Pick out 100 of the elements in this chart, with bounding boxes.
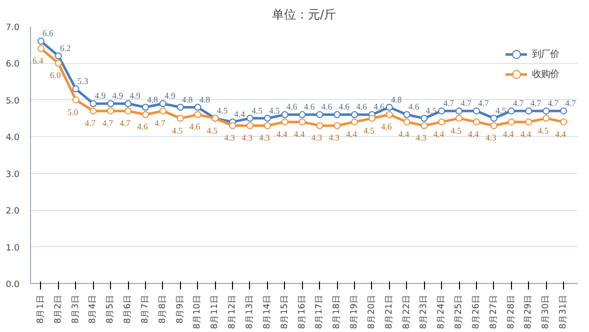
data-label: 4.6 bbox=[137, 122, 149, 132]
y-tick-label: 2.0 bbox=[6, 206, 20, 217]
data-label: 4.8 bbox=[390, 94, 402, 104]
point bbox=[142, 111, 149, 118]
x-tick-label: 8月9日 bbox=[175, 294, 186, 324]
point bbox=[420, 122, 428, 130]
point bbox=[351, 111, 358, 118]
y-tick-label: 5.0 bbox=[6, 96, 20, 106]
data-label: 4.4 bbox=[346, 128, 358, 139]
data-label: 4.9 bbox=[130, 90, 140, 101]
point bbox=[490, 114, 498, 122]
data-label: 4.4 bbox=[555, 128, 567, 139]
point bbox=[37, 38, 44, 45]
x-tick-label: 8月24日 bbox=[436, 294, 447, 330]
data-label: 4.6 bbox=[374, 102, 386, 112]
point bbox=[508, 107, 515, 114]
x-tick-label: 8月12日 bbox=[228, 294, 238, 330]
data-label: 4.6 bbox=[304, 102, 316, 112]
data-label: 4.7 bbox=[478, 98, 490, 108]
point bbox=[281, 111, 288, 118]
point bbox=[159, 100, 166, 108]
data-label: 4.7 bbox=[102, 118, 114, 128]
data-label: 4.4 bbox=[234, 108, 246, 119]
point bbox=[334, 122, 341, 130]
point bbox=[246, 114, 254, 122]
point bbox=[560, 118, 568, 126]
data-label: 4.5 bbox=[216, 105, 228, 116]
data-label: 4.9 bbox=[164, 90, 176, 101]
data-label: 4.7 bbox=[154, 118, 166, 128]
x-tick-label: 8月31日 bbox=[558, 294, 569, 330]
point bbox=[298, 111, 306, 118]
point bbox=[316, 111, 324, 118]
data-label: 4.5 bbox=[172, 125, 183, 136]
x-tick-label: 8月27日 bbox=[488, 294, 499, 330]
point bbox=[508, 118, 515, 126]
data-label: 4.9 bbox=[94, 90, 106, 101]
data-label: 6.6 bbox=[42, 28, 54, 38]
point bbox=[246, 122, 254, 130]
point bbox=[124, 107, 132, 114]
data-label: 4.7 bbox=[548, 98, 560, 108]
point bbox=[472, 107, 480, 114]
point bbox=[403, 111, 410, 118]
point bbox=[194, 111, 202, 118]
data-label: 4.3 bbox=[416, 132, 427, 143]
data-label: 4.3 bbox=[485, 132, 496, 143]
point bbox=[386, 104, 393, 111]
point bbox=[264, 122, 271, 130]
data-label: 4.5 bbox=[364, 125, 374, 136]
point bbox=[316, 122, 324, 130]
data-label: 4.8 bbox=[182, 94, 193, 104]
point bbox=[124, 100, 132, 108]
x-tick-label: 8月23日 bbox=[419, 294, 430, 330]
data-label: 4.4 bbox=[502, 128, 514, 139]
y-tick-label: 0.0 bbox=[6, 280, 20, 290]
point bbox=[351, 118, 358, 126]
data-label: 4.3 bbox=[259, 132, 270, 143]
x-tick-label: 8月29日 bbox=[524, 294, 534, 330]
point bbox=[54, 60, 62, 67]
data-label: 4.6 bbox=[321, 102, 333, 112]
x-tick-label: 8月18日 bbox=[332, 294, 342, 330]
data-label: 4.7 bbox=[512, 98, 524, 108]
data-label: 4.8 bbox=[147, 94, 158, 104]
data-label: 4.4 bbox=[294, 128, 306, 139]
x-tick-label: 8月4日 bbox=[88, 294, 98, 324]
y-tick-label: 6.0 bbox=[6, 60, 20, 70]
point bbox=[334, 111, 341, 118]
data-label: 4.7 bbox=[460, 98, 472, 108]
data-label: 4.6 bbox=[380, 122, 392, 132]
point bbox=[194, 104, 202, 111]
data-label: 6.2 bbox=[60, 42, 71, 53]
point bbox=[54, 52, 62, 60]
x-tick-label: 8月21日 bbox=[384, 294, 394, 330]
data-label: 4.7 bbox=[84, 118, 96, 128]
data-label: 4.6 bbox=[408, 102, 420, 112]
point bbox=[456, 114, 463, 122]
x-tick-label: 8月16日 bbox=[297, 294, 308, 330]
x-tick-label: 8月14日 bbox=[262, 294, 272, 330]
point bbox=[142, 104, 149, 111]
x-tick-label: 8月15日 bbox=[280, 294, 290, 330]
data-label: 4.4 bbox=[520, 128, 532, 139]
y-tick-label: 4.0 bbox=[6, 133, 20, 144]
y-tick-label: 7.0 bbox=[6, 23, 20, 33]
data-label: 4.4 bbox=[276, 128, 288, 139]
x-tick-label: 8月10日 bbox=[192, 294, 203, 330]
point bbox=[176, 104, 184, 111]
data-label: 6.0 bbox=[50, 70, 61, 80]
point bbox=[542, 107, 550, 114]
data-label: 4.6 bbox=[189, 122, 201, 132]
data-label: 4.5 bbox=[450, 125, 462, 136]
point bbox=[176, 114, 184, 122]
data-label: 4.4 bbox=[433, 128, 445, 139]
data-label: 4.3 bbox=[328, 132, 340, 143]
data-label: 4.7 bbox=[443, 98, 455, 108]
x-tick-label: 8月2日 bbox=[53, 294, 64, 324]
data-label: 4.5 bbox=[252, 105, 262, 116]
x-tick-label: 8月6日 bbox=[123, 294, 134, 324]
point bbox=[229, 122, 236, 130]
x-tick-label: 8月30日 bbox=[541, 294, 552, 330]
data-label: 4.5 bbox=[426, 105, 437, 116]
x-tick-label: 8月28日 bbox=[506, 294, 516, 330]
